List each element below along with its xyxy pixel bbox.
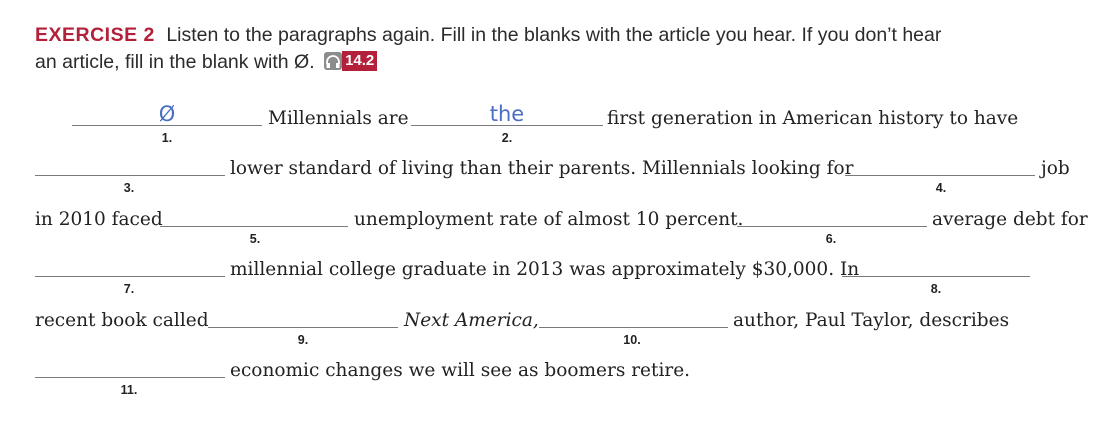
blank-9-line[interactable]	[208, 327, 398, 328]
book-title: Next America,	[404, 310, 539, 331]
audio-track-button[interactable]: 14.2	[324, 51, 378, 71]
blank-6-number: 6.	[825, 232, 837, 246]
text-segment-12: economic changes we will see as boomers …	[230, 360, 691, 381]
blank-1-line[interactable]	[72, 125, 262, 126]
blank-11-line[interactable]	[35, 377, 225, 378]
blank-8-line[interactable]	[842, 276, 1030, 277]
headphones-icon	[324, 52, 343, 70]
blank-3-line[interactable]	[35, 175, 225, 176]
blank-9-number: 9.	[297, 333, 309, 347]
blank-5-line[interactable]	[160, 226, 348, 227]
text-segment-2: first generation in American history to …	[607, 108, 1019, 129]
blank-4-line[interactable]	[845, 175, 1035, 176]
text-segment-11: author, Paul Taylor, describes	[733, 310, 1010, 331]
blank-10-number: 10.	[623, 333, 641, 347]
blank-5-number: 5.	[249, 232, 261, 246]
blank-2-number: 2.	[501, 131, 513, 145]
text-segment-7: average debt for	[932, 209, 1088, 230]
instructions-line2: an article, fill in the blank with Ø.	[35, 51, 315, 73]
instructions-line1: Listen to the paragraphs again. Fill in …	[166, 24, 942, 46]
exercise-title: EXERCISE 2	[35, 24, 155, 46]
blank-11-number: 11.	[120, 383, 138, 397]
blank-7-line[interactable]	[35, 276, 225, 277]
text-segment-6: unemployment rate of almost 10 percent.	[354, 209, 744, 230]
text-segment-5: in 2010 faced	[35, 209, 163, 230]
answer-2: the	[489, 102, 525, 126]
text-segment-9: recent book called	[35, 310, 209, 331]
blank-1-number: 1.	[161, 131, 173, 145]
text-segment-1: Millennials are	[268, 108, 409, 129]
answer-1: Ø	[158, 102, 176, 126]
text-segment-3: lower standard of living than their pare…	[230, 158, 854, 179]
blank-8-number: 8.	[930, 282, 942, 296]
blank-10-line[interactable]	[539, 327, 728, 328]
text-segment-8: millennial college graduate in 2013 was …	[230, 259, 860, 280]
blank-3-number: 3.	[123, 181, 135, 195]
blank-6-line[interactable]	[737, 226, 927, 227]
blank-2-line[interactable]	[411, 125, 603, 126]
blank-7-number: 7.	[123, 282, 135, 296]
text-segment-4: job	[1041, 158, 1070, 179]
exercise-header: EXERCISE 2 Listen to the paragraphs agai…	[35, 22, 1095, 76]
blank-4-number: 4.	[935, 181, 947, 195]
audio-track-number: 14.2	[342, 51, 378, 71]
